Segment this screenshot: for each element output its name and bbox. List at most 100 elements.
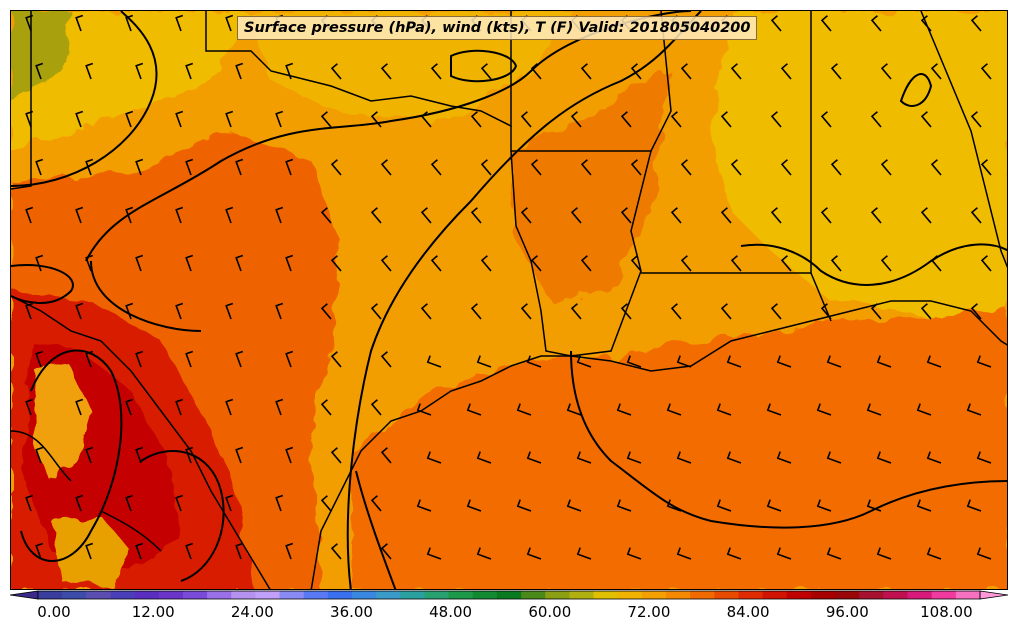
wind-barb: [776, 355, 792, 368]
wind-barb: [626, 355, 642, 368]
wind-barb: [716, 403, 732, 416]
wind-barb: [430, 255, 442, 272]
colorbar-segment: [859, 591, 884, 599]
wind-barb: [666, 403, 682, 416]
wind-barb: [630, 255, 642, 272]
wind-barb: [916, 499, 932, 512]
wind-barb: [866, 499, 882, 512]
colorbar-segment: [883, 591, 909, 599]
wind-barb: [185, 158, 194, 176]
colorbar-segment: [303, 591, 329, 599]
temp-band-lower-ms: [511, 71, 671, 301]
wind-barb: [35, 254, 44, 272]
colorbar-segment: [327, 591, 353, 599]
wind-barb: [470, 207, 482, 224]
wind-barb: [866, 403, 882, 416]
colorbar-segment: [786, 591, 812, 599]
wind-barb: [870, 111, 882, 128]
wind-barb: [185, 350, 194, 368]
wind-barb: [35, 158, 44, 176]
country-border: [11, 295, 271, 589]
wind-barb: [616, 499, 632, 512]
wind-barb: [970, 303, 982, 320]
wind-barb: [916, 403, 932, 416]
wind-barb: [75, 14, 84, 32]
wind-barb: [225, 110, 234, 128]
wind-barb: [680, 63, 692, 80]
wind-barb: [930, 63, 942, 80]
wind-barb: [75, 110, 84, 128]
wind-barb: [716, 499, 732, 512]
map-title: Surface pressure (hPa), wind (kts), T (F…: [237, 16, 758, 40]
isobar-line: [450, 49, 518, 83]
wind-barb: [85, 158, 94, 176]
wind-barb: [626, 451, 642, 464]
wind-barb: [135, 542, 144, 560]
colorbar-outline: [37, 590, 981, 600]
wind-barb: [285, 158, 294, 176]
wind-barb: [926, 547, 942, 560]
wind-barb: [766, 499, 782, 512]
wind-barb: [480, 159, 492, 176]
wind-barb: [920, 15, 932, 32]
wind-barbs: [25, 14, 992, 560]
colorbar-segment: [931, 591, 957, 599]
wind-barb: [770, 15, 782, 32]
wind-barb: [980, 63, 992, 80]
wind-barb: [830, 63, 842, 80]
wind-barb: [426, 355, 442, 368]
colorbar-tick-label: 0.00: [37, 603, 71, 621]
wind-barb: [235, 62, 244, 80]
wind-barb: [420, 303, 432, 320]
wind-barb: [285, 350, 294, 368]
isobar-line: [11, 264, 74, 304]
wind-barb: [380, 63, 392, 80]
colorbar-segment: [424, 591, 450, 599]
wind-barb: [370, 207, 382, 224]
wind-barb: [730, 159, 742, 176]
wind-barb: [225, 14, 234, 32]
wind-barb: [870, 303, 882, 320]
isobar-line: [899, 73, 933, 107]
wind-barb: [816, 403, 832, 416]
wind-barb: [285, 62, 294, 80]
isobar-line: [740, 243, 1007, 286]
wind-barb: [780, 255, 792, 272]
temp-cool-spot-nw: [11, 11, 71, 101]
wind-barb: [476, 355, 492, 368]
isobar-line: [90, 260, 202, 332]
wind-barb: [570, 207, 582, 224]
wind-barb: [530, 255, 542, 272]
colorbar-tick-label: 72.00: [627, 603, 671, 621]
wind-barb: [880, 63, 892, 80]
isobar-line: [355, 470, 397, 589]
wind-barb: [430, 63, 442, 80]
wind-barb: [330, 447, 342, 464]
wind-barb: [185, 62, 194, 80]
wind-barb: [430, 159, 442, 176]
wind-barb: [175, 494, 184, 512]
wind-barb: [776, 451, 792, 464]
isobar-line: [346, 11, 702, 589]
wind-barb: [880, 255, 892, 272]
wind-barb: [75, 206, 84, 224]
wind-barb: [576, 547, 592, 560]
wind-barb: [25, 14, 34, 32]
colorbar-tick-label: 108.00: [920, 603, 973, 621]
colorbar-segment: [690, 591, 715, 599]
wind-barb: [466, 403, 482, 416]
wind-barb: [185, 254, 194, 272]
colorbar-segment: [182, 591, 208, 599]
state-border: [810, 272, 832, 322]
isobar-line: [570, 350, 1007, 529]
wind-barb: [726, 355, 742, 368]
wind-barb: [920, 111, 932, 128]
wind-barb: [876, 355, 892, 368]
wind-barb: [666, 499, 682, 512]
colorbar-segment: [207, 591, 232, 599]
colorbar-extend-high: [979, 590, 1009, 600]
wind-barb: [330, 159, 342, 176]
wind-barb: [520, 207, 532, 224]
wind-barb: [626, 547, 642, 560]
wind-barb: [35, 350, 44, 368]
